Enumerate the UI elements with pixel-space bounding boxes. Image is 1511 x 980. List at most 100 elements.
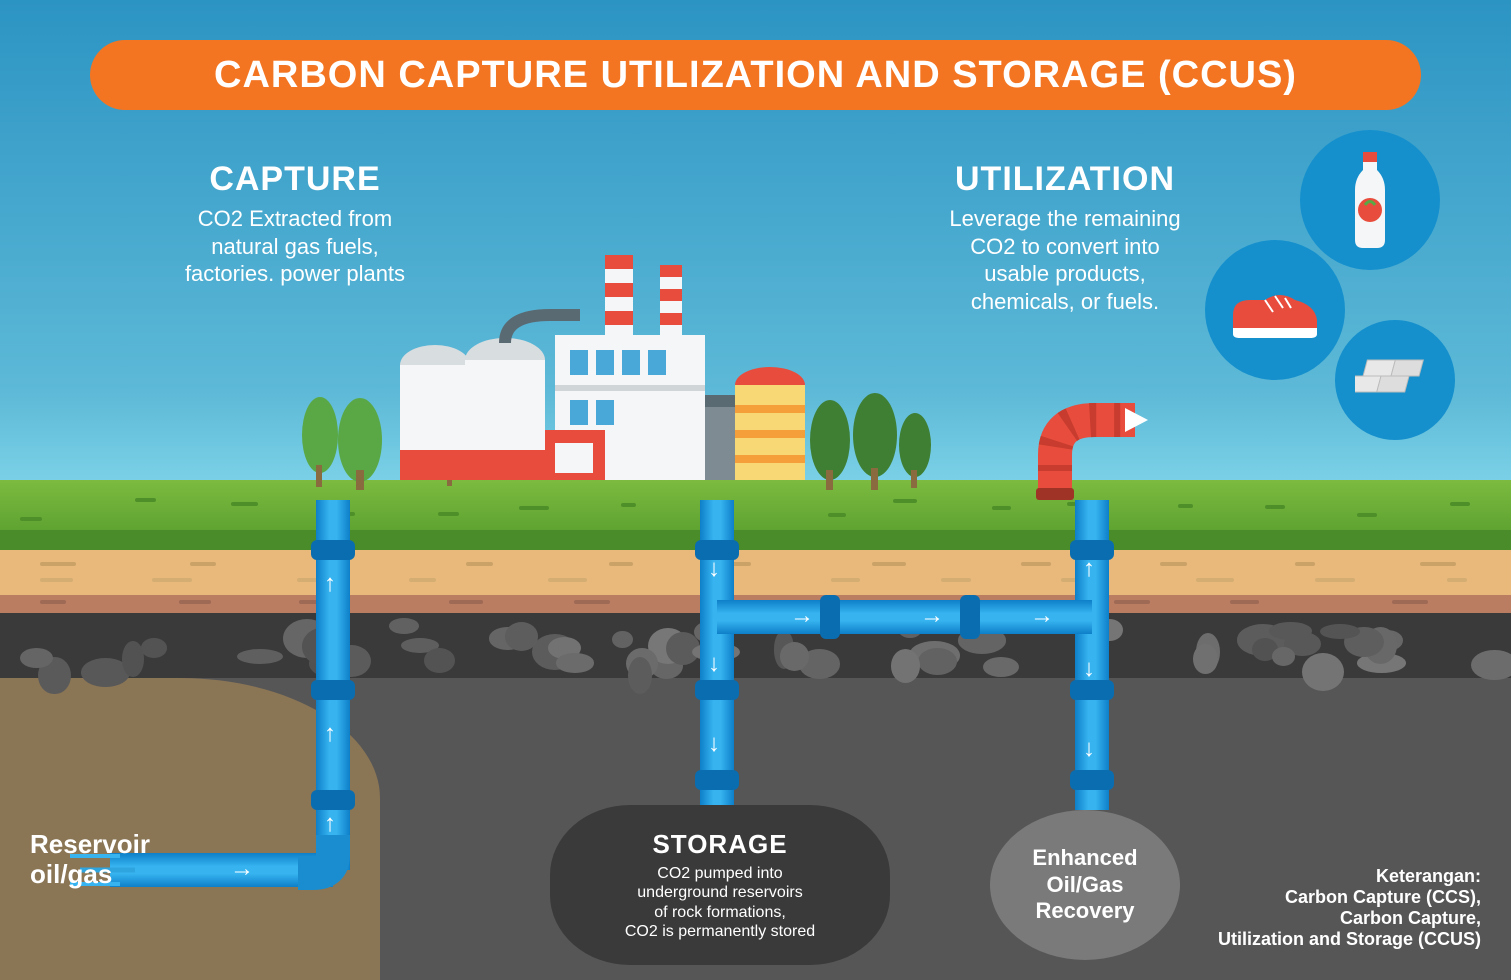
rock-shape xyxy=(389,618,419,634)
utilization-heading: UTILIZATION xyxy=(900,160,1230,199)
soil-dash xyxy=(40,600,66,604)
soil-dash xyxy=(1160,562,1187,566)
rock-shape xyxy=(556,653,595,673)
soil-dash xyxy=(1196,578,1235,582)
grass-dash xyxy=(20,517,42,521)
arrow-up-icon: ↑ xyxy=(324,810,336,838)
rock-shape xyxy=(1269,622,1312,640)
arrow-down-icon: ↓ xyxy=(1083,655,1095,683)
soil-dash xyxy=(40,578,73,582)
arrow-down-icon: ↓ xyxy=(708,730,720,758)
pipe-joint xyxy=(311,790,355,810)
soil-dash xyxy=(190,562,216,566)
soil-dash xyxy=(152,578,192,582)
storage-bubble: STORAGE CO2 pumped into underground rese… xyxy=(550,805,890,965)
bottle-icon xyxy=(1345,150,1395,250)
rock-shape xyxy=(1302,653,1344,691)
rock-shape xyxy=(1471,650,1511,681)
infographic-canvas: CARBON CAPTURE UTILIZATION AND STORAGE (… xyxy=(0,0,1511,980)
pipe-joint xyxy=(695,680,739,700)
keterangan-line: Utilization and Storage (CCUS) xyxy=(1218,929,1481,950)
arrow-down-icon: ↓ xyxy=(708,555,720,583)
keterangan-line: Carbon Capture (CCS), xyxy=(1218,887,1481,908)
rock-shape xyxy=(122,641,144,677)
factory-illustration xyxy=(400,255,860,485)
pipe-joint xyxy=(1070,680,1114,700)
utilization-bubble-bricks xyxy=(1335,320,1455,440)
grass-dash xyxy=(1178,504,1194,508)
soil-dash xyxy=(1392,600,1427,604)
arrow-right-icon: → xyxy=(230,855,254,883)
bricks-icon xyxy=(1355,350,1435,410)
utilization-body: Leverage the remaining CO2 to convert in… xyxy=(900,205,1230,315)
keterangan-block: Keterangan: Carbon Capture (CCS), Carbon… xyxy=(1218,866,1481,950)
soil-dash xyxy=(831,578,859,582)
reservoir-label: Reservoir oil/gas xyxy=(30,830,150,890)
soil-dash xyxy=(466,562,493,566)
arrow-up-icon: ↑ xyxy=(324,570,336,598)
soil-dash xyxy=(409,578,436,582)
grass-dash xyxy=(1450,502,1470,506)
keterangan-line: Keterangan: xyxy=(1218,866,1481,887)
rock-shape xyxy=(237,649,283,664)
grass-dash xyxy=(438,512,459,516)
reservoir-text: Reservoir oil/gas xyxy=(30,830,150,890)
soil-dash xyxy=(179,600,211,604)
rock-shape xyxy=(891,649,920,683)
arrow-right-icon: → xyxy=(790,602,814,630)
soil-dash xyxy=(872,562,906,566)
layer-grass-dark xyxy=(0,530,1511,550)
pipe-joint xyxy=(311,680,355,700)
grass-dash xyxy=(828,513,847,517)
factory-icon xyxy=(400,255,860,485)
storage-body: CO2 pumped into underground reservoirs o… xyxy=(625,864,815,941)
grass-dash xyxy=(1265,505,1285,509)
storage-heading: STORAGE xyxy=(652,829,787,860)
rock-shape xyxy=(424,648,455,673)
pipe-elbow-icon xyxy=(298,835,358,895)
rock-shape xyxy=(780,642,809,670)
soil-dash xyxy=(1114,600,1150,604)
utilization-output-pipe-icon xyxy=(1030,400,1170,500)
soil-dash xyxy=(1315,578,1354,582)
soil-dash xyxy=(941,578,971,582)
rock-shape xyxy=(918,648,957,675)
soil-dash xyxy=(449,600,483,604)
grass-dash xyxy=(621,503,635,507)
rock-shape xyxy=(612,631,633,649)
rock-shape xyxy=(983,657,1019,677)
pipe-joint xyxy=(1070,770,1114,790)
arrow-up-icon: ↑ xyxy=(324,720,336,748)
soil-dash xyxy=(1021,562,1051,566)
soil-dash xyxy=(1447,578,1467,582)
title-text: CARBON CAPTURE UTILIZATION AND STORAGE (… xyxy=(214,54,1297,97)
rock-shape xyxy=(628,657,652,694)
soil-dash xyxy=(1420,562,1457,566)
soil-dash xyxy=(609,562,633,566)
arrow-right-icon: → xyxy=(1030,602,1054,630)
keterangan-line: Carbon Capture, xyxy=(1218,908,1481,929)
pipe-joint xyxy=(820,595,840,639)
utilization-bubble-shoe xyxy=(1205,240,1345,380)
pipe-joint xyxy=(311,540,355,560)
arrow-right-icon: → xyxy=(920,602,944,630)
grass-dash xyxy=(893,499,917,503)
layer-soil xyxy=(0,550,1511,595)
arrow-down-icon: ↓ xyxy=(708,650,720,678)
utilization-block: UTILIZATION Leverage the remaining CO2 t… xyxy=(900,160,1230,315)
grass-dash xyxy=(992,506,1012,510)
arrow-down-icon: ↓ xyxy=(1083,735,1095,763)
grass-dash xyxy=(1357,513,1377,517)
pipe-joint xyxy=(960,595,980,639)
rock-shape xyxy=(141,638,167,658)
soil-dash xyxy=(1230,600,1259,604)
soil-dash xyxy=(1295,562,1315,566)
recovery-text: Enhanced Oil/Gas Recovery xyxy=(1032,845,1137,924)
grass-dash xyxy=(135,498,156,502)
grass-dash xyxy=(231,502,258,506)
soil-dash xyxy=(40,562,76,566)
arrow-up-icon: ↑ xyxy=(1083,555,1095,583)
pipe-joint xyxy=(695,770,739,790)
shoe-icon xyxy=(1225,280,1325,340)
utilization-bubble-bottle xyxy=(1300,130,1440,270)
